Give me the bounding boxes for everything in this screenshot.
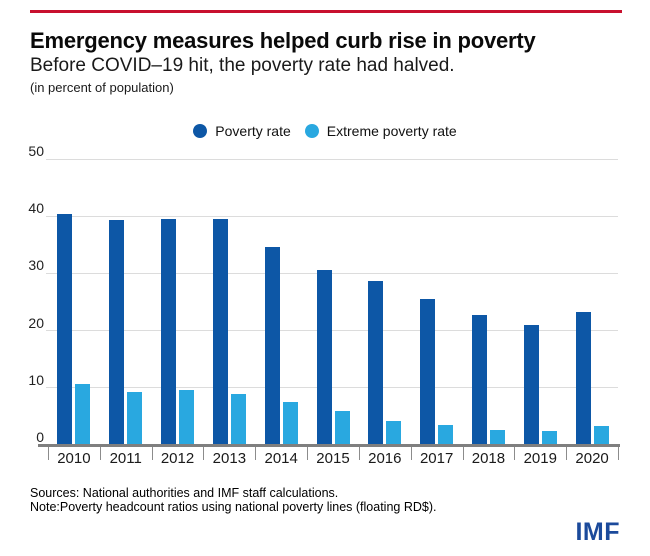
gridline-40 <box>46 215 618 217</box>
bar-poverty-rate-2018 <box>471 315 487 445</box>
x-tick-label-2016: 2016 <box>368 450 402 467</box>
plot-area <box>46 158 618 445</box>
bar-poverty-rate-2013 <box>212 219 228 445</box>
x-tick-label-2013: 2013 <box>212 450 247 467</box>
x-axis-tick-9 <box>514 447 516 460</box>
sources-text: Sources: National authorities and IMF st… <box>30 486 339 500</box>
gridline-50 <box>46 158 618 160</box>
bar-extreme-poverty-rate-2010 <box>75 384 91 445</box>
x-axis-tick-2 <box>151 447 153 460</box>
x-axis-tick-10 <box>566 447 568 460</box>
bar-extreme-poverty-rate-2017 <box>438 424 454 445</box>
bar-extreme-poverty-rate-2018 <box>489 430 505 445</box>
bar-poverty-rate-2011 <box>109 220 125 445</box>
bar-poverty-rate-2020 <box>575 311 591 445</box>
legend-label-extreme-poverty-rate: Extreme poverty rate <box>326 123 457 139</box>
x-tick-label-2015: 2015 <box>316 450 350 467</box>
legend-dot-poverty-rate-icon <box>193 124 208 138</box>
bar-poverty-rate-2014 <box>264 246 280 445</box>
x-tick-label-2019: 2019 <box>523 450 557 467</box>
legend-label-poverty-rate: Poverty rate <box>215 123 291 139</box>
chart-subtitle: Before COVID–19 hit, the poverty rate ha… <box>30 55 455 76</box>
x-tick-label-2012: 2012 <box>160 450 195 467</box>
x-axis-tick-0 <box>48 447 49 460</box>
chart-title: Emergency measures helped curb rise in p… <box>30 28 536 53</box>
gridline-30 <box>46 272 618 274</box>
x-tick-label-2011: 2011 <box>109 450 142 467</box>
x-tick-label-2014: 2014 <box>264 450 298 467</box>
gridline-10 <box>46 387 618 389</box>
legend-item-extreme-poverty-rate: Extreme poverty rate <box>304 123 457 139</box>
bar-poverty-rate-2016 <box>368 281 384 445</box>
legend-dot-extreme-poverty-rate-icon <box>304 124 319 138</box>
bar-extreme-poverty-rate-2013 <box>230 393 246 445</box>
x-tick-label-2018: 2018 <box>471 450 506 467</box>
bar-extreme-poverty-rate-2020 <box>593 426 609 445</box>
x-tick-label-2010: 2010 <box>57 450 91 467</box>
x-axis-tick-7 <box>410 447 412 460</box>
bar-extreme-poverty-rate-2014 <box>282 402 298 445</box>
y-tick-label-10: 10 <box>28 371 44 388</box>
x-tick-label-2017: 2017 <box>419 450 454 467</box>
x-axis-tick-3 <box>203 447 205 460</box>
x-axis-tick-4 <box>255 447 257 460</box>
y-tick-label-40: 40 <box>28 200 44 217</box>
y-tick-label-30: 30 <box>28 257 44 274</box>
x-axis-tick-6 <box>358 447 360 460</box>
bar-poverty-rate-2019 <box>523 324 539 445</box>
x-axis-line <box>38 444 620 447</box>
x-axis-tick-5 <box>307 447 309 460</box>
bar-extreme-poverty-rate-2012 <box>179 389 195 445</box>
gridline-20 <box>46 330 618 332</box>
bar-poverty-rate-2017 <box>420 299 436 445</box>
x-tick-label-2020: 2020 <box>575 450 609 467</box>
bar-extreme-poverty-rate-2015 <box>334 410 350 445</box>
bar-poverty-rate-2010 <box>57 213 73 445</box>
accent-top-rule <box>30 10 622 13</box>
y-tick-label-20: 20 <box>28 314 44 331</box>
bar-extreme-poverty-rate-2011 <box>127 392 143 445</box>
bar-poverty-rate-2012 <box>161 218 177 445</box>
bar-poverty-rate-2015 <box>316 269 332 445</box>
x-axis-tick-1 <box>99 447 101 460</box>
bar-extreme-poverty-rate-2016 <box>386 420 402 445</box>
chart-legend: Poverty rate Extreme poverty rate <box>0 123 650 139</box>
y-tick-label-0: 0 <box>36 429 44 445</box>
legend-item-poverty-rate: Poverty rate <box>193 123 291 139</box>
x-axis-tick-8 <box>462 447 464 460</box>
y-tick-label-50: 50 <box>28 143 44 159</box>
imf-logo: IMF <box>575 518 620 546</box>
chart-unit-caption: (in percent of population) <box>30 80 174 95</box>
bar-extreme-poverty-rate-2019 <box>541 431 557 445</box>
note-text: Note:Poverty headcount ratios using nati… <box>30 500 437 514</box>
x-axis-tick-11 <box>618 447 619 460</box>
